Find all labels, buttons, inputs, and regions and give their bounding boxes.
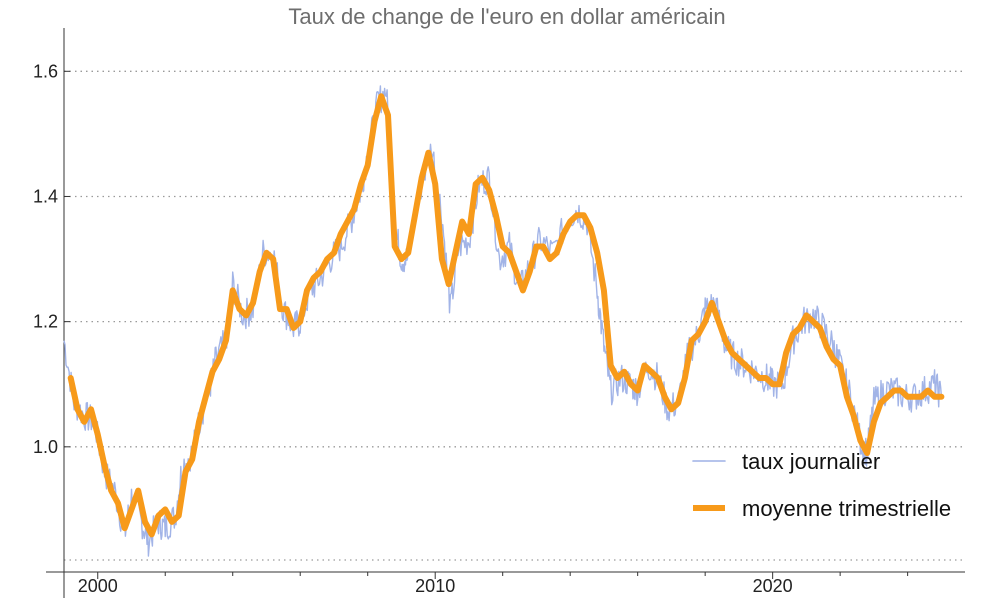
series-line-quarterly [67,93,945,538]
x-tick-label-1: 2010 [415,576,455,596]
chart-title: Taux de change de l'euro en dollar améri… [288,4,725,29]
y-tick-labels: 1.0 1.2 1.4 1.6 [33,61,58,457]
legend-label-quarterly: moyenne trimestrielle [742,496,951,521]
axes [46,28,965,598]
x-tick-labels: 2000 2010 2020 [78,576,793,596]
legend-label-daily: taux journalier [742,449,880,474]
x-tick-label-2: 2020 [753,576,793,596]
x-tick-label-0: 2000 [78,576,118,596]
legend: taux journalier moyenne trimestrielle [692,449,951,521]
y-tick-label-0: 1.0 [33,437,58,457]
series-lines [63,85,945,557]
y-tick-label-1: 1.2 [33,312,58,332]
y-tick-label-3: 1.6 [33,61,58,81]
grid-lines [64,70,965,561]
y-tick-label-2: 1.4 [33,186,58,206]
